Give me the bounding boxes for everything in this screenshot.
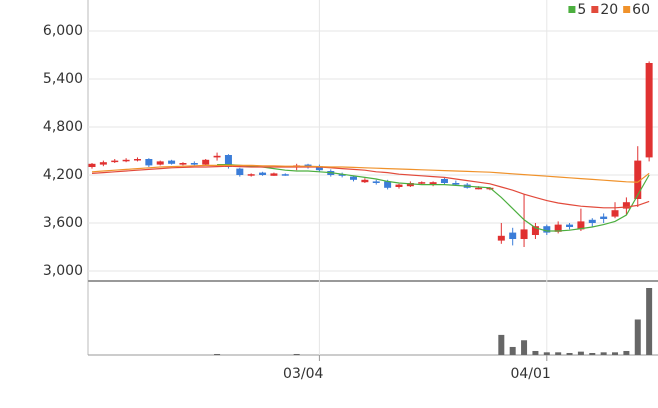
- candle-body: [497, 235, 505, 241]
- candle-body: [88, 163, 96, 167]
- volume-bar: [532, 350, 539, 355]
- candle-body: [418, 182, 426, 184]
- y-tick-label: 3,000: [43, 263, 83, 279]
- legend-label: 20: [600, 2, 618, 18]
- candle-body: [247, 174, 255, 176]
- volume-bar: [214, 353, 221, 355]
- candle-body: [145, 159, 153, 166]
- y-tick-label: 4,800: [43, 119, 83, 135]
- moving-average-line: [91, 164, 650, 183]
- x-tick-label: 03/04: [283, 366, 323, 382]
- candle-body: [384, 181, 392, 188]
- candle-body: [361, 179, 369, 183]
- y-tick-label: 4,200: [43, 167, 83, 183]
- candle-body: [224, 155, 232, 167]
- candle-body: [156, 161, 164, 165]
- candle-body: [611, 210, 619, 217]
- candle-body: [475, 187, 483, 190]
- candle-body: [281, 174, 289, 176]
- candle-body: [440, 179, 448, 183]
- candle-body: [509, 232, 517, 239]
- candle-body: [202, 159, 210, 165]
- volume-bar: [566, 352, 573, 355]
- candle-body: [372, 181, 380, 183]
- moving-average-line: [91, 165, 650, 209]
- candle-body: [406, 183, 414, 187]
- x-tick-label: 04/01: [510, 366, 550, 382]
- candle-body: [634, 160, 642, 199]
- candle-body: [577, 221, 585, 230]
- volume-bar: [521, 340, 528, 355]
- candle-body: [338, 174, 346, 176]
- y-tick-label: 3,600: [43, 215, 83, 231]
- legend-label: 5: [577, 2, 586, 18]
- candle-body: [168, 160, 176, 164]
- volume-bar: [589, 352, 596, 355]
- candle-body: [259, 172, 267, 175]
- candle-body: [600, 216, 608, 219]
- candle-body: [520, 229, 528, 239]
- volume-bar: [543, 352, 550, 355]
- volume-bar: [646, 288, 653, 355]
- legend-swatch: [568, 6, 576, 13]
- candle-body: [179, 163, 187, 165]
- candle-body: [588, 219, 596, 223]
- volume-bar: [577, 351, 584, 355]
- candle-body: [99, 162, 107, 165]
- legend-swatch: [591, 6, 599, 13]
- candle-body: [645, 63, 653, 158]
- candle-body: [543, 226, 551, 233]
- volume-bar: [498, 334, 505, 355]
- candle-body: [622, 202, 630, 209]
- candle-body: [122, 159, 130, 162]
- volume-bar: [634, 319, 641, 355]
- y-tick-label: 5,400: [43, 71, 83, 87]
- candle-body: [236, 168, 244, 175]
- volume-bar: [509, 346, 516, 355]
- candle-body: [304, 164, 312, 167]
- volume-bar: [600, 352, 607, 355]
- candle-body: [566, 224, 574, 227]
- candle-body: [554, 224, 562, 232]
- candle-body: [315, 166, 323, 171]
- volume-bar: [555, 352, 562, 355]
- legend-label: 60: [632, 2, 650, 18]
- candle-body: [350, 176, 358, 180]
- candle-body: [111, 160, 119, 163]
- candle-body: [395, 184, 403, 187]
- volume-bar: [623, 350, 630, 355]
- candle-body: [452, 183, 460, 185]
- y-tick-label: 6,000: [43, 23, 83, 39]
- volume-bar: [293, 353, 300, 355]
- candle-body: [531, 226, 539, 235]
- candle-body: [133, 159, 141, 161]
- candle-body: [190, 163, 198, 165]
- candle-body: [429, 182, 437, 185]
- moving-average-line: [217, 164, 650, 232]
- candle-body: [270, 173, 278, 176]
- candle-body: [213, 155, 221, 158]
- volume-bar: [612, 352, 619, 355]
- legend-swatch: [623, 6, 631, 13]
